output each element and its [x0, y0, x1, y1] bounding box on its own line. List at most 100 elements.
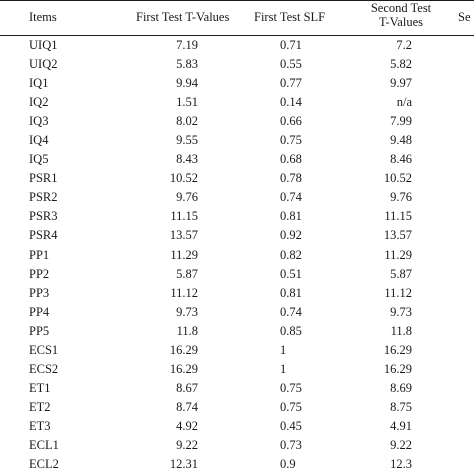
cell-item: IQ3	[29, 114, 49, 129]
cell-second-test-t-value: 8.69	[390, 380, 412, 395]
cell-first-test-t-value: 1.51	[176, 95, 198, 110]
cell-first-test-slf: 0.82	[280, 247, 302, 262]
cell-second-test-t-value: 9.97	[390, 76, 412, 91]
cell-second-test-t-value: 5.87	[390, 266, 412, 281]
cell-item: UIQ1	[29, 38, 58, 52]
cell-second-test-t-value: n/a	[396, 95, 412, 110]
cell-first-test-slf: 0.74	[280, 304, 302, 319]
cell-second-test-t-value: 5.82	[390, 57, 412, 72]
cell-item: UIQ2	[29, 57, 58, 72]
cell-item: ET2	[29, 399, 51, 414]
table-header: Items First Test T-Values First Test SLF…	[0, 1, 474, 35]
table-row: PSR2 9.76 0.74 9.76	[0, 188, 474, 207]
cell-item: ECL1	[29, 437, 59, 452]
cell-first-test-t-value: 5.83	[176, 57, 198, 72]
cell-first-test-t-value: 11.29	[170, 247, 198, 262]
cell-second-test-t-value: 16.29	[383, 342, 412, 357]
cell-item: ECS1	[29, 342, 59, 357]
cell-first-test-t-value: 9.94	[176, 76, 198, 91]
cell-first-test-slf: 0.75	[280, 380, 302, 395]
header-cut-off-column: Se	[458, 10, 471, 24]
table-row: PP4 9.73 0.74 9.73	[0, 303, 474, 322]
cell-first-test-slf: 0.81	[280, 285, 302, 300]
table-row: PP1 11.29 0.82 11.29	[0, 246, 474, 265]
cell-first-test-t-value: 9.76	[176, 190, 198, 205]
cell-first-test-t-value: 8.43	[176, 152, 198, 167]
table-row: UIQ1 7.19 0.71 7.2	[0, 36, 474, 55]
table-row: ET3 4.92 0.45 4.91	[0, 417, 474, 436]
header-first-test-t-values: First Test T-Values	[136, 10, 230, 24]
table-row: IQ5 8.43 0.68 8.46	[0, 150, 474, 169]
cell-first-test-slf: 0.77	[280, 76, 302, 91]
cell-first-test-t-value: 7.19	[176, 38, 198, 52]
table-row: PSR1 10.52 0.78 10.52	[0, 169, 474, 188]
cell-first-test-t-value: 9.22	[176, 437, 198, 452]
table-row: IQ4 9.55 0.75 9.48	[0, 131, 474, 150]
table-row: ECS2 16.29 1 16.29	[0, 360, 474, 379]
cell-first-test-slf: 0.73	[280, 437, 302, 452]
table-row: IQ2 1.51 0.14 n/a	[0, 93, 474, 112]
cell-first-test-slf: 0.75	[280, 133, 302, 148]
cell-item: PP1	[29, 247, 50, 262]
table-row: PSR4 13.57 0.92 13.57	[0, 226, 474, 245]
cell-first-test-slf: 0.75	[280, 399, 302, 414]
cell-first-test-t-value: 9.55	[176, 133, 198, 148]
cell-first-test-slf: 0.55	[280, 57, 302, 72]
cell-first-test-slf: 0.66	[280, 114, 302, 129]
cell-first-test-t-value: 11.15	[170, 209, 198, 224]
cell-second-test-t-value: 8.46	[390, 152, 412, 167]
cell-first-test-t-value: 8.02	[176, 114, 198, 129]
cell-item: ECL2	[29, 457, 59, 472]
cell-second-test-t-value: 13.57	[383, 228, 412, 243]
cell-item: IQ1	[29, 76, 49, 91]
table-row: PP3 11.12 0.81 11.12	[0, 284, 474, 303]
cell-first-test-slf: 0.92	[280, 228, 302, 243]
cell-second-test-t-value: 11.29	[384, 247, 412, 262]
table-row: ECS1 16.29 1 16.29	[0, 341, 474, 360]
cell-item: ET3	[29, 418, 51, 433]
cell-item: IQ2	[29, 95, 49, 110]
cell-item: PP5	[29, 323, 50, 338]
table-body: UIQ1 7.19 0.71 7.2 UIQ2 5.83 0.55 5.82 IQ1 9.94 0.…	[0, 36, 474, 474]
cell-first-test-t-value: 11.8	[176, 323, 198, 338]
cell-second-test-t-value: 8.75	[390, 399, 412, 414]
cell-first-test-slf: 1	[280, 342, 287, 357]
cell-item: IQ4	[29, 133, 49, 148]
table-row: PSR3 11.15 0.81 11.15	[0, 207, 474, 226]
table-row: PP2 5.87 0.51 5.87	[0, 265, 474, 284]
cell-first-test-t-value: 10.52	[169, 171, 198, 186]
cell-first-test-t-value: 8.74	[176, 399, 198, 414]
cell-item: PP4	[29, 304, 50, 319]
cell-first-test-t-value: 12.31	[169, 457, 198, 472]
cell-first-test-slf: 0.51	[280, 266, 302, 281]
cell-first-test-slf: 0.45	[280, 418, 302, 433]
cell-second-test-t-value: 7.99	[390, 114, 412, 129]
cell-second-test-t-value: 9.22	[390, 437, 412, 452]
cell-first-test-t-value: 16.29	[169, 361, 198, 376]
cell-first-test-slf: 0.68	[280, 152, 302, 167]
table-row: UIQ2 5.83 0.55 5.82	[0, 55, 474, 74]
cell-item: IQ5	[29, 152, 49, 167]
cell-first-test-t-value: 4.92	[176, 418, 198, 433]
cell-second-test-t-value: 4.91	[390, 418, 412, 433]
cell-second-test-t-value: 11.8	[390, 323, 412, 338]
header-items: Items	[29, 10, 57, 24]
cell-second-test-t-value: 16.29	[383, 361, 412, 376]
table-row: ET1 8.67 0.75 8.69	[0, 379, 474, 398]
cell-first-test-slf: 1	[280, 361, 287, 376]
cell-item: PP2	[29, 266, 50, 281]
cell-first-test-t-value: 13.57	[169, 228, 198, 243]
table-row: IQ1 9.94 0.77 9.97	[0, 74, 474, 93]
cell-item: PSR2	[29, 190, 58, 205]
cell-first-test-t-value: 5.87	[176, 266, 198, 281]
cell-item: ET1	[29, 380, 51, 395]
cell-second-test-t-value: 9.48	[390, 133, 412, 148]
cell-item: PSR1	[29, 171, 58, 186]
cell-item: PSR3	[29, 209, 58, 224]
header-second-test-t-values: Second Test T-Values	[366, 1, 436, 29]
header-rule	[0, 35, 474, 36]
table-row: PP5 11.8 0.85 11.8	[0, 322, 474, 341]
header-second-test-line2: T-Values	[379, 15, 423, 29]
cell-second-test-t-value: 12.3	[390, 457, 412, 472]
